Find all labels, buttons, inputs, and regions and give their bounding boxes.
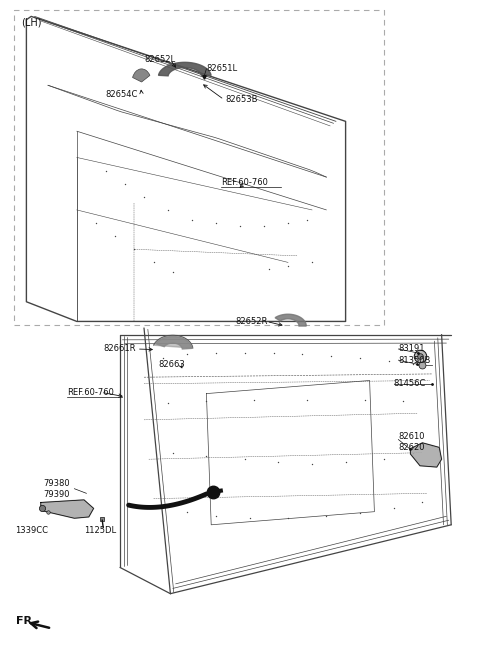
Text: REF.60-760: REF.60-760: [67, 388, 114, 397]
Bar: [14, 10, 384, 325]
Text: REF.60-760: REF.60-760: [221, 178, 268, 187]
Text: 1339CC: 1339CC: [15, 525, 48, 535]
Text: 82651L: 82651L: [206, 64, 238, 73]
Polygon shape: [41, 500, 94, 518]
Text: 81350B: 81350B: [398, 356, 431, 365]
Text: 82653B: 82653B: [226, 95, 258, 104]
Polygon shape: [156, 337, 192, 349]
Text: 82654C: 82654C: [106, 90, 138, 99]
Polygon shape: [410, 443, 442, 467]
Text: 1125DL: 1125DL: [84, 525, 116, 535]
Text: 82652R: 82652R: [235, 317, 267, 326]
Polygon shape: [154, 335, 193, 348]
Text: (LH): (LH): [22, 18, 42, 28]
Text: 81456C: 81456C: [394, 379, 426, 388]
Text: 82663: 82663: [158, 359, 185, 369]
Text: 82661R: 82661R: [103, 344, 136, 354]
Text: FR.: FR.: [16, 615, 36, 626]
Text: 79390: 79390: [43, 490, 70, 499]
Text: 83191: 83191: [398, 344, 425, 354]
Text: 82652L: 82652L: [144, 54, 175, 64]
Wedge shape: [132, 69, 150, 82]
Polygon shape: [158, 62, 211, 76]
Text: 82620: 82620: [398, 443, 425, 452]
Polygon shape: [275, 314, 306, 326]
Text: 79380: 79380: [43, 479, 70, 488]
Text: 82610: 82610: [398, 432, 425, 441]
